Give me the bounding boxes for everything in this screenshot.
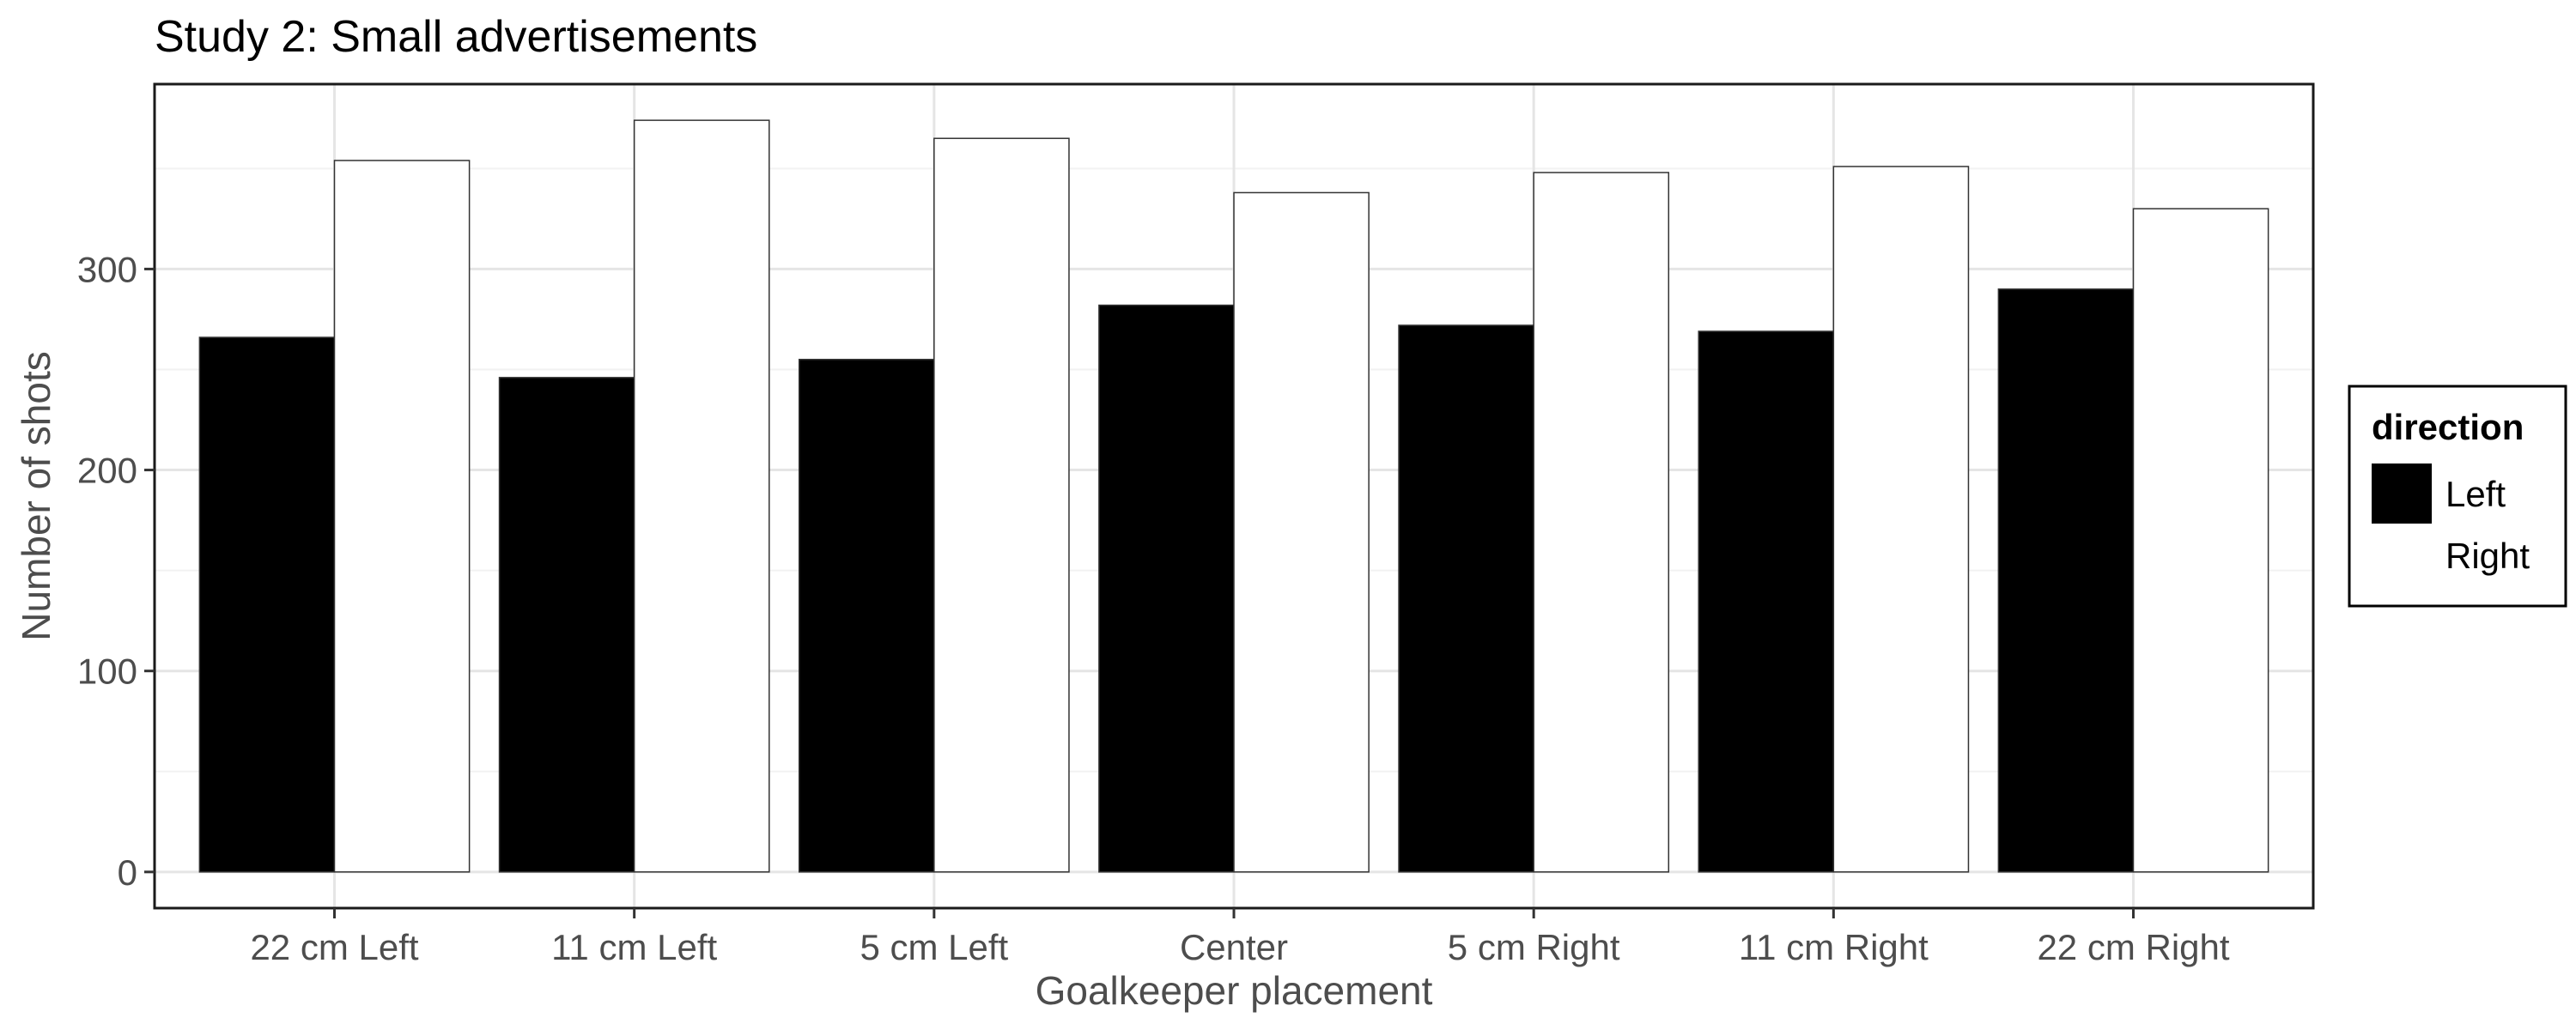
bar-right — [1533, 172, 1670, 873]
legend-title: direction — [2372, 407, 2524, 447]
chart-title: Study 2: Small advertisements — [155, 12, 757, 62]
y-tick-label: 200 — [77, 451, 137, 491]
y-tick-label: 100 — [77, 651, 137, 692]
x-tick-label: Center — [1180, 927, 1288, 967]
x-tick-label: 5 cm Left — [860, 927, 1008, 967]
bar-right — [1832, 166, 1970, 873]
y-tick-label: 300 — [77, 249, 137, 289]
legend: direction Left Right — [2348, 385, 2567, 608]
bar-right — [933, 137, 1070, 873]
x-tick-label: 11 cm Left — [551, 927, 717, 967]
bars — [198, 119, 2269, 873]
legend-label-left: Left — [2445, 474, 2506, 514]
bar-left — [798, 359, 935, 873]
y-tick-label: 0 — [118, 852, 137, 893]
x-tick-label: 22 cm Left — [250, 927, 418, 967]
bar-left — [198, 336, 336, 873]
bar-right — [2132, 208, 2269, 873]
bar-right — [333, 160, 471, 873]
bar-left — [1698, 330, 1835, 873]
bar-left — [1398, 324, 1534, 873]
bar-left — [1997, 288, 2135, 873]
y-axis: 0 100 200 300 — [77, 249, 155, 893]
bar-right — [633, 119, 770, 873]
x-axis-label: Goalkeeper placement — [1036, 968, 1433, 1013]
y-axis-label: Number of shots — [14, 351, 58, 640]
x-tick-label: 22 cm Right — [2037, 927, 2229, 967]
x-tick-label: 11 cm Right — [1739, 927, 1929, 967]
bar-left — [498, 377, 635, 873]
x-axis: 22 cm Left 11 cm Left 5 cm Left Center 5 cm … — [250, 908, 2230, 967]
legend-swatch-right — [2372, 525, 2432, 585]
bar-right — [1233, 191, 1370, 873]
bar-left — [1098, 304, 1235, 873]
x-tick-label: 5 cm Right — [1448, 927, 1620, 967]
legend-label-right: Right — [2445, 536, 2530, 576]
legend-swatch-left — [2372, 464, 2432, 524]
